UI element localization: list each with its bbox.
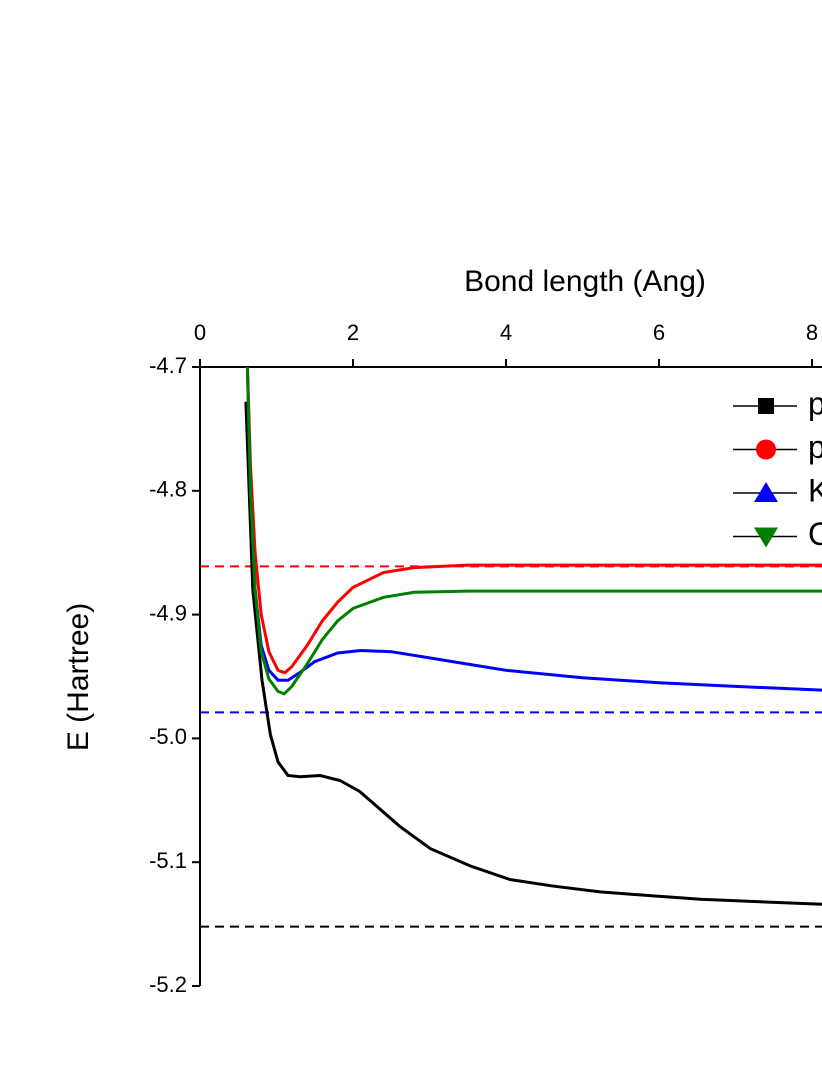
legend-marker [758,398,774,414]
y-tick-label: -5.0 [149,724,187,749]
y-tick-label: -5.2 [149,972,187,997]
legend-label: p [808,429,822,465]
legend-marker [756,439,776,460]
y-tick-label: -4.8 [149,477,187,502]
legend-marker [754,482,778,502]
series-line [245,366,822,675]
y-axis-label: E (Hartree) [62,603,95,751]
x-axis-label: Bond length (Ang) [464,265,706,298]
x-tick-label: 6 [653,320,665,345]
legend-marker [754,527,778,548]
x-tick-label: 0 [194,320,206,345]
legend-label: K [808,472,822,508]
series-line [245,366,822,696]
series-line [245,366,822,692]
y-tick-label: -5.1 [149,848,187,873]
series-line [244,401,822,906]
y-tick-label: -4.7 [149,353,187,378]
x-tick-label: 2 [347,320,359,345]
legend-label: p [808,385,822,421]
y-tick-label: -4.9 [149,600,187,625]
x-tick-label: 4 [500,320,512,345]
x-tick-label: 8 [806,320,818,345]
legend-label: C [808,516,822,552]
